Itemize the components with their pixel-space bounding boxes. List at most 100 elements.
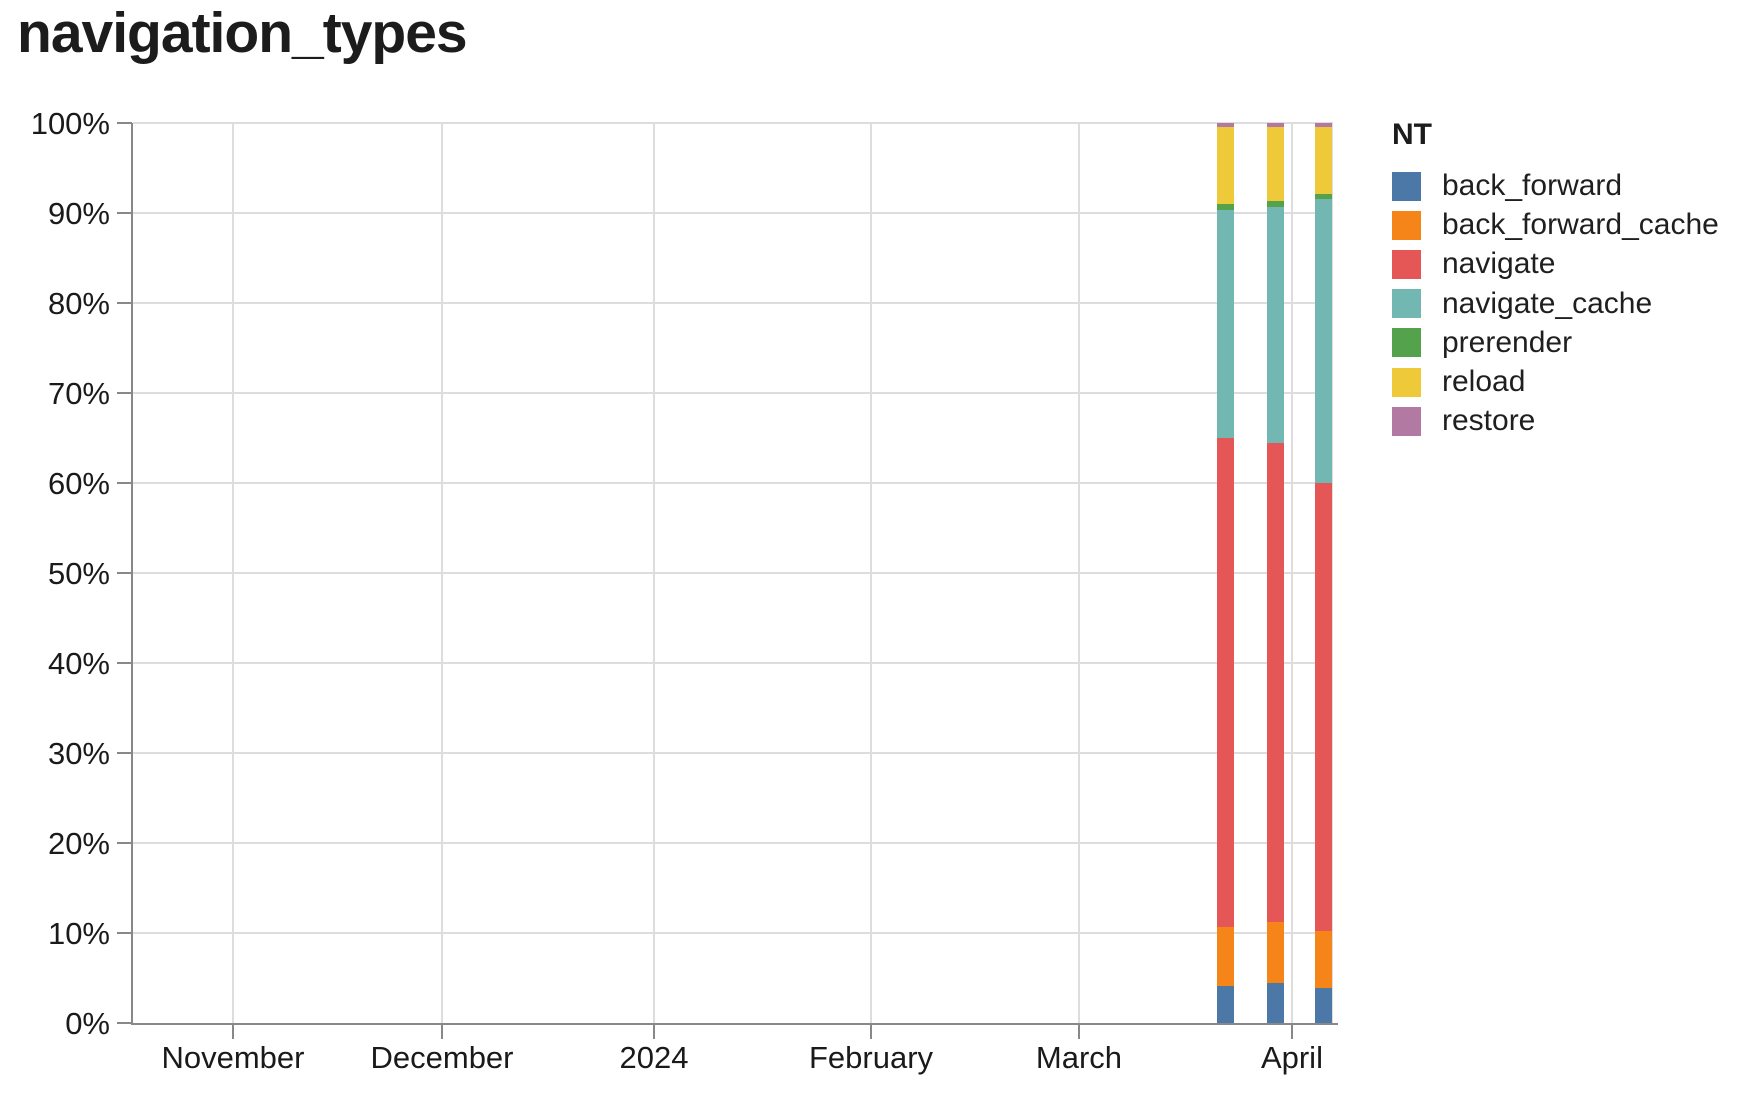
gridline-horizontal	[133, 212, 1333, 214]
y-axis-tick-label: 0%	[65, 1006, 110, 1041]
legend-swatch-restore	[1392, 406, 1421, 436]
y-axis-tick-label: 30%	[47, 736, 110, 771]
x-axis-tick	[441, 1025, 443, 1039]
gridline-horizontal	[133, 932, 1333, 934]
gridline-vertical	[653, 123, 656, 1023]
bar-segment-back_forward[interactable]	[1266, 983, 1284, 1023]
y-axis-tick	[117, 662, 132, 664]
y-axis-tick-label: 50%	[47, 556, 110, 591]
gridline-horizontal	[133, 842, 1333, 844]
x-axis-tick-label: 2024	[619, 1040, 689, 1075]
legend-entry-navigate_cache: navigate_cache	[1392, 286, 1653, 320]
x-axis-tick-label: March	[1035, 1040, 1123, 1075]
legend-label-prerender: prerender	[1442, 325, 1573, 359]
bar-segment-navigate[interactable]	[1217, 438, 1235, 927]
bar-segment-reload[interactable]	[1217, 126, 1235, 204]
legend-entry-navigate: navigate	[1392, 247, 1556, 281]
y-axis-tick	[117, 302, 132, 304]
x-axis-tick	[231, 1025, 234, 1039]
legend-label-navigate: navigate	[1442, 247, 1556, 281]
legend-entry-reload: reload	[1392, 365, 1526, 398]
y-axis-tick-label: 90%	[47, 196, 110, 231]
legend-swatch-back_forward	[1392, 171, 1421, 201]
y-axis-tick	[117, 752, 132, 754]
gridline-vertical	[870, 123, 872, 1023]
bar-segment-back_forward[interactable]	[1217, 986, 1235, 1023]
legend-swatch-navigate	[1392, 249, 1421, 279]
y-axis-tick-label: 80%	[47, 286, 110, 321]
legend-label-restore: restore	[1442, 404, 1536, 438]
x-axis-tick	[870, 1025, 872, 1039]
y-axis-tick-label: 40%	[47, 646, 110, 681]
gridline-vertical	[1077, 123, 1080, 1023]
bar-segment-navigate_cache[interactable]	[1217, 210, 1235, 438]
y-axis-tick	[117, 122, 132, 124]
legend-label-reload: reload	[1442, 365, 1526, 398]
y-axis-tick-label: 20%	[47, 826, 110, 861]
gridline-vertical	[231, 123, 234, 1023]
y-axis-tick	[117, 932, 132, 934]
y-axis-tick	[117, 392, 132, 394]
y-axis-tick-label: 60%	[47, 466, 110, 501]
gridline-horizontal	[133, 302, 1333, 304]
bar-segment-prerender[interactable]	[1217, 204, 1235, 211]
bar-segment-back_forward_cache[interactable]	[1266, 922, 1284, 984]
bar-segment-restore[interactable]	[1314, 123, 1332, 127]
bar-stack[interactable]	[1217, 123, 1235, 1023]
legend-entry-prerender: prerender	[1392, 325, 1573, 359]
x-axis-tick	[1077, 1025, 1080, 1039]
legend-label-back_forward_cache: back_forward_cache	[1442, 208, 1719, 242]
legend-swatch-reload	[1392, 367, 1421, 397]
x-axis-tick-label: November	[161, 1040, 305, 1075]
bar-segment-navigate_cache[interactable]	[1266, 206, 1284, 444]
legend-entry-restore: restore	[1392, 404, 1536, 438]
bar-segment-navigate_cache[interactable]	[1314, 198, 1332, 483]
x-axis-tick	[1290, 1025, 1293, 1039]
x-axis-tick	[653, 1025, 656, 1039]
legend-entry-back_forward: back_forward	[1392, 169, 1623, 202]
legend-label-navigate_cache: navigate_cache	[1442, 286, 1653, 320]
x-axis-tick-label: April	[1260, 1040, 1323, 1075]
bar-segment-navigate[interactable]	[1314, 483, 1332, 932]
bar-segment-reload[interactable]	[1266, 126, 1284, 202]
bar-segment-navigate[interactable]	[1266, 443, 1284, 923]
gridline-vertical	[441, 123, 443, 1023]
bar-stack[interactable]	[1314, 123, 1332, 1023]
legend-swatch-navigate_cache	[1392, 289, 1421, 319]
gridline-horizontal	[133, 482, 1333, 484]
bar-segment-restore[interactable]	[1266, 123, 1284, 127]
bar-segment-restore[interactable]	[1217, 123, 1235, 127]
y-axis-tick	[117, 212, 132, 214]
bar-segment-back_forward[interactable]	[1314, 987, 1332, 1023]
bar-segment-prerender[interactable]	[1266, 201, 1284, 207]
y-axis-tick	[117, 482, 132, 484]
bar-stack[interactable]	[1266, 123, 1284, 1023]
x-axis-tick-label: February	[808, 1040, 934, 1075]
bar-segment-back_forward_cache[interactable]	[1217, 926, 1235, 987]
legend-title: NT	[1392, 118, 1432, 151]
gridline-vertical	[1290, 123, 1293, 1023]
y-axis-tick-label: 70%	[47, 376, 110, 411]
chart-title: navigation_types	[17, 1, 468, 65]
gridline-horizontal	[133, 662, 1333, 664]
y-axis-domain-line	[131, 123, 133, 1025]
legend-entry-back_forward_cache: back_forward_cache	[1392, 208, 1719, 242]
bar-segment-back_forward_cache[interactable]	[1314, 931, 1332, 988]
x-axis-tick-label: December	[370, 1040, 514, 1075]
gridline-horizontal	[133, 392, 1333, 394]
bar-segment-reload[interactable]	[1314, 126, 1332, 195]
y-axis-tick	[117, 842, 132, 844]
legend-swatch-prerender	[1392, 328, 1421, 358]
gridline-horizontal	[133, 122, 1333, 124]
y-axis-tick	[117, 1022, 132, 1024]
gridline-horizontal	[133, 572, 1333, 574]
y-axis-tick-label: 10%	[47, 916, 110, 951]
x-axis-domain-line	[131, 1023, 1338, 1025]
plot-area	[133, 122, 1333, 1023]
gridline-horizontal	[133, 752, 1333, 754]
bar-segment-prerender[interactable]	[1314, 194, 1332, 199]
gridline-vertical-right-edge	[1331, 123, 1333, 1023]
legend-label-back_forward: back_forward	[1442, 169, 1623, 202]
y-axis-tick-label: 100%	[30, 106, 110, 141]
